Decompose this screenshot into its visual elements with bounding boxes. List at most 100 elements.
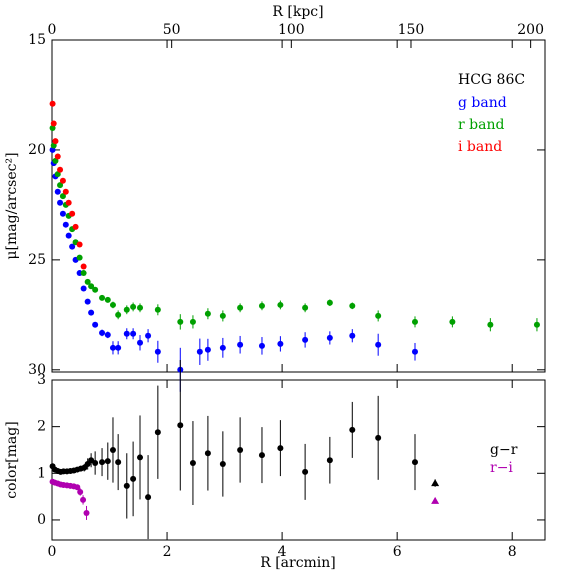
point xyxy=(62,221,69,228)
point xyxy=(277,301,284,308)
x2-tick-label: 150 xyxy=(398,22,425,38)
bottom-frame xyxy=(51,379,546,541)
point xyxy=(219,460,226,467)
x-tick-label: 8 xyxy=(508,544,517,560)
legend-label: i band xyxy=(458,139,502,155)
point xyxy=(302,304,309,311)
point xyxy=(258,302,265,309)
point xyxy=(65,199,72,206)
point xyxy=(533,321,540,328)
x-tick-label: 2 xyxy=(163,544,172,560)
point xyxy=(69,243,76,250)
annotation: HCG 86C xyxy=(458,72,525,88)
point xyxy=(137,454,144,461)
point xyxy=(204,346,211,353)
point xyxy=(219,344,226,351)
point xyxy=(88,309,95,316)
point xyxy=(219,312,226,319)
point xyxy=(80,270,87,277)
x2-tick-label: 200 xyxy=(517,22,544,38)
y-tick-label: 1 xyxy=(37,465,46,481)
y-axis-label: μ[mag/arcsec²] xyxy=(4,152,20,259)
y-tick-label: 15 xyxy=(28,32,46,48)
point xyxy=(277,445,284,452)
point xyxy=(349,426,356,433)
point xyxy=(76,254,83,261)
point xyxy=(145,332,152,339)
point xyxy=(99,459,106,466)
point xyxy=(177,318,184,325)
y-tick-label: 2 xyxy=(37,419,46,435)
point xyxy=(80,263,87,270)
point xyxy=(109,301,116,308)
point xyxy=(204,450,211,457)
x2-axis-label: R [kpc] xyxy=(272,4,323,20)
point xyxy=(54,171,61,178)
point xyxy=(411,459,418,466)
point xyxy=(57,166,64,173)
point xyxy=(137,339,144,346)
point xyxy=(154,306,161,313)
point xyxy=(154,429,161,436)
point xyxy=(104,458,111,465)
point xyxy=(326,334,333,341)
point xyxy=(130,330,137,337)
point xyxy=(349,332,356,339)
point xyxy=(349,302,356,309)
point xyxy=(74,484,81,491)
point xyxy=(375,312,382,319)
point xyxy=(123,330,130,337)
legend-label: g band xyxy=(458,95,507,111)
point xyxy=(123,306,130,313)
point xyxy=(92,321,99,328)
point xyxy=(76,241,83,248)
point xyxy=(177,422,184,429)
x2-tick-label: 50 xyxy=(163,22,181,38)
point xyxy=(92,286,99,293)
x-axis-label: R [arcmin] xyxy=(260,555,336,571)
top-frame xyxy=(51,39,546,373)
point xyxy=(54,188,61,195)
y-tick-label: 3 xyxy=(37,372,46,388)
y-axis-label: color[mag] xyxy=(4,421,20,498)
point xyxy=(411,348,418,355)
triangle-point xyxy=(431,479,440,487)
x2-tick-label: 0 xyxy=(48,22,57,38)
legend-label: r−i xyxy=(490,460,513,476)
point xyxy=(258,342,265,349)
point xyxy=(99,329,106,336)
point xyxy=(109,344,116,351)
x-tick-label: 0 xyxy=(48,544,57,560)
point xyxy=(375,434,382,441)
point xyxy=(52,157,59,164)
point xyxy=(57,182,64,189)
point xyxy=(50,120,57,127)
triangle-point xyxy=(431,496,440,504)
point xyxy=(123,482,130,489)
legend-label: r band xyxy=(458,117,504,133)
point xyxy=(49,100,56,107)
x2-tick-label: 100 xyxy=(278,22,305,38)
point xyxy=(204,310,211,317)
point xyxy=(302,336,309,343)
x-tick-label: 6 xyxy=(393,544,402,560)
point xyxy=(326,457,333,464)
point xyxy=(145,494,152,501)
point xyxy=(277,340,284,347)
point xyxy=(137,304,144,311)
point xyxy=(302,468,309,475)
point xyxy=(62,188,69,195)
point xyxy=(196,348,203,355)
point xyxy=(80,496,87,503)
point xyxy=(99,294,106,301)
point xyxy=(84,298,91,305)
point xyxy=(80,285,87,292)
y-tick-label: 20 xyxy=(28,142,46,158)
x-tick-label: 4 xyxy=(278,544,287,560)
point xyxy=(104,331,111,338)
point xyxy=(115,311,122,318)
point xyxy=(258,452,265,459)
point xyxy=(59,210,66,217)
point xyxy=(57,199,64,206)
